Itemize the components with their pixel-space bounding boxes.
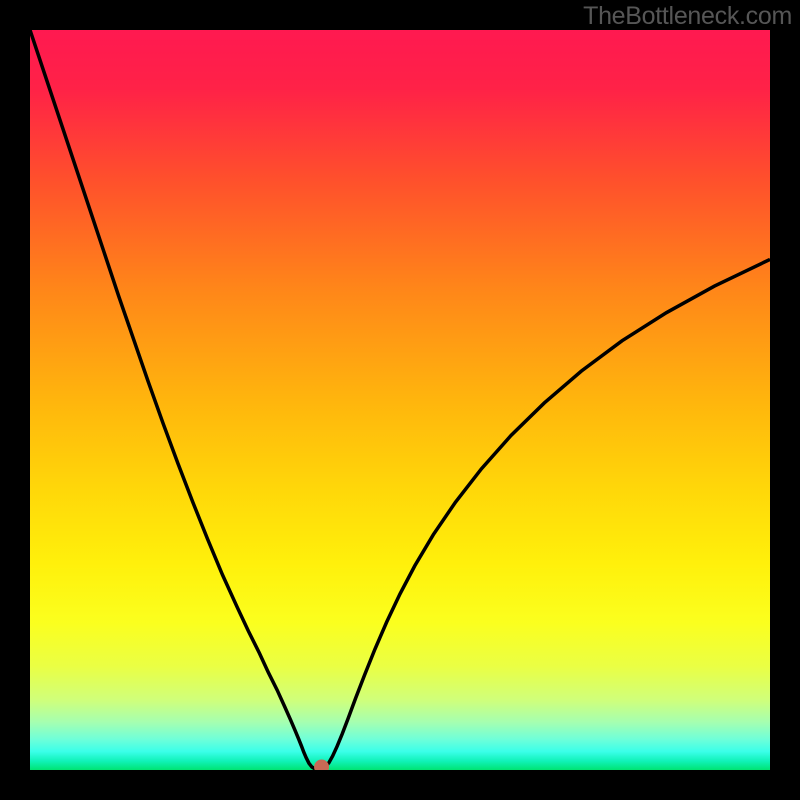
chart-root: TheBottleneck.com (0, 0, 800, 800)
plot-svg (30, 30, 770, 770)
plot-area (30, 30, 770, 770)
optimum-marker (315, 760, 329, 770)
bottleneck-curve (30, 30, 770, 770)
watermark-text: TheBottleneck.com (583, 2, 792, 31)
